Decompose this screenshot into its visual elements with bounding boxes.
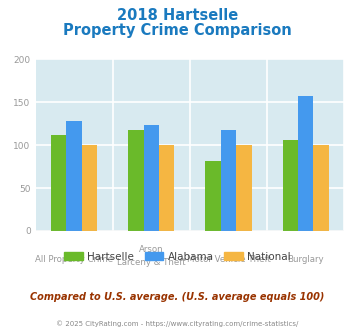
Bar xyxy=(128,130,143,231)
Bar xyxy=(221,130,236,231)
Bar xyxy=(66,121,82,231)
Bar xyxy=(313,145,329,231)
Text: Burglary: Burglary xyxy=(288,255,324,264)
Bar xyxy=(298,96,313,231)
Bar xyxy=(205,161,221,231)
Bar xyxy=(82,145,97,231)
Text: All Property Crime: All Property Crime xyxy=(35,255,113,264)
Text: © 2025 CityRating.com - https://www.cityrating.com/crime-statistics/: © 2025 CityRating.com - https://www.city… xyxy=(56,321,299,327)
Text: 2018 Hartselle: 2018 Hartselle xyxy=(117,8,238,23)
Text: Arson: Arson xyxy=(139,245,164,254)
Text: Compared to U.S. average. (U.S. average equals 100): Compared to U.S. average. (U.S. average … xyxy=(30,292,325,302)
Bar xyxy=(159,145,174,231)
Text: Larceny & Theft: Larceny & Theft xyxy=(117,258,186,267)
Bar xyxy=(51,135,66,231)
Bar xyxy=(236,145,252,231)
Legend: Hartselle, Alabama, National: Hartselle, Alabama, National xyxy=(62,249,293,264)
Text: Motor Vehicle Theft: Motor Vehicle Theft xyxy=(187,255,271,264)
Bar xyxy=(283,140,298,231)
Bar xyxy=(143,125,159,231)
Text: Property Crime Comparison: Property Crime Comparison xyxy=(63,23,292,38)
